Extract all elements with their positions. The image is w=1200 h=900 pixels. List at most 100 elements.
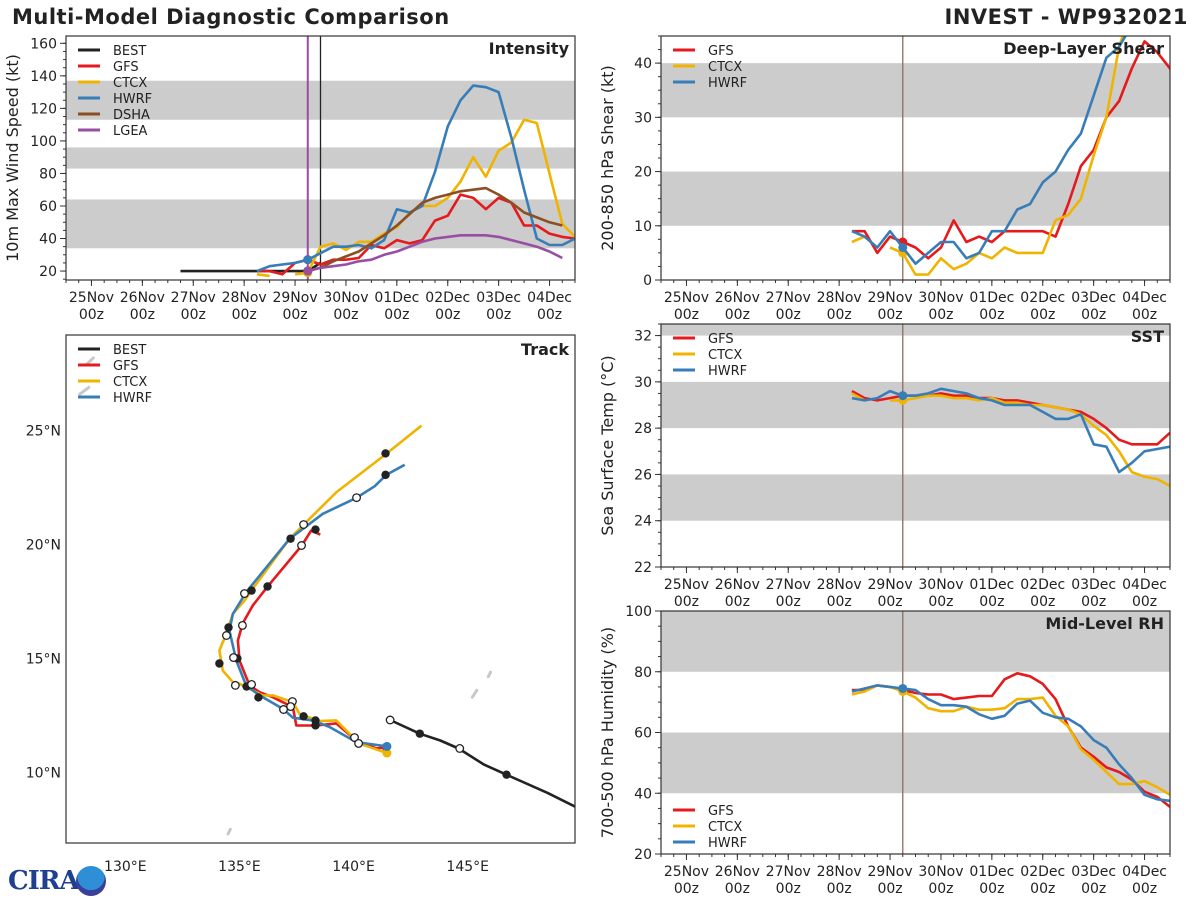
x-tick-date: 25Nov	[664, 290, 709, 306]
shaded-band	[661, 732, 1170, 794]
y-tick-label: 20	[634, 847, 652, 863]
x-tick-date: 26Nov	[715, 864, 760, 880]
series-line-lgea	[307, 234, 563, 273]
y-tick-label: 30	[634, 110, 652, 126]
y-tick-label: 140	[30, 69, 57, 85]
shaded-band	[661, 611, 1170, 672]
x-tick-hour: 00z	[1132, 594, 1157, 610]
legend-label: GFS	[708, 44, 734, 59]
shaded-band	[661, 474, 1170, 521]
plot-frame	[65, 334, 576, 844]
legend-label: HWRF	[708, 76, 747, 91]
y-tick-label: 80	[634, 665, 652, 681]
x-tick-hour: 00z	[725, 307, 750, 323]
x-tick-hour: 00z	[232, 307, 257, 323]
x-tick-date: 02Dec	[1020, 864, 1065, 880]
track-marker-00z	[215, 659, 224, 668]
x-tick-hour: 00z	[725, 881, 750, 897]
track-marker-00z	[502, 770, 511, 779]
x-tick-date: 30Nov	[918, 290, 963, 306]
x-tick-date: 25Nov	[69, 290, 114, 306]
track-marker-00z	[311, 525, 320, 534]
x-tick-hour: 00z	[674, 307, 699, 323]
x-tick-hour: 00z	[877, 307, 902, 323]
x-tick-date: 02Dec	[1020, 290, 1065, 306]
legend-label: CTCX	[113, 375, 147, 390]
panel-intensity: 2040608010012014016025Nov00z26Nov00z27No…	[3, 35, 576, 323]
panel-title: SST	[1131, 327, 1164, 346]
panel-shear: 01020304025Nov00z26Nov00z27Nov00z28Nov00…	[598, 35, 1171, 323]
x-tick-hour: 00z	[827, 881, 852, 897]
tracks-group	[215, 424, 575, 808]
x-tick-hour: 00z	[282, 307, 307, 323]
x-tick-date: 28Nov	[817, 864, 862, 880]
x-tick-date: 25Nov	[664, 577, 709, 593]
x-tick-hour: 00z	[1081, 594, 1106, 610]
x-tick-date: 29Nov	[867, 290, 912, 306]
x-tick-hour: 00z	[1030, 594, 1055, 610]
track-marker-00z	[381, 470, 390, 480]
track-marker-00z	[286, 534, 295, 543]
x-tick-date: 02Dec	[425, 290, 470, 306]
legend-label: BEST	[113, 44, 146, 59]
x-tick-date: 01Dec	[969, 577, 1014, 593]
x-tick-date: 04Dec	[1122, 864, 1167, 880]
track-line-ctcx	[218, 424, 423, 755]
lat-tick-label: 10°N	[26, 765, 61, 781]
x-tick-hour: 00z	[827, 594, 852, 610]
y-tick-label: 32	[634, 329, 652, 345]
shaded-band	[661, 324, 1170, 336]
legend-label: CTCX	[708, 348, 742, 363]
series-line-hwrf	[851, 36, 1127, 265]
x-tick-hour: 00z	[827, 307, 852, 323]
current-point-hwrf	[898, 242, 908, 252]
current-point-hwrf	[898, 683, 908, 693]
legend-label: DSHA	[113, 108, 150, 123]
track-marker-12z	[222, 631, 231, 640]
noaa-logo-icon	[76, 866, 106, 896]
track-start-hwrf	[382, 741, 392, 751]
x-tick-date: 01Dec	[969, 290, 1014, 306]
x-tick-hour: 00z	[1081, 307, 1106, 323]
track-marker-12z	[230, 680, 240, 690]
track-marker-12z	[297, 541, 307, 550]
panel-title: Deep-Layer Shear	[1003, 39, 1164, 58]
x-tick-date: 03Dec	[476, 290, 521, 306]
x-tick-date: 27Nov	[766, 290, 811, 306]
x-tick-date: 28Nov	[817, 577, 862, 593]
legend-label: CTCX	[708, 820, 742, 835]
panel-track: 130°E 135°E 140°E 145°E 10°N 15°N 20°N 25°N Trac…	[26, 334, 576, 875]
legend-label: GFS	[113, 60, 139, 75]
x-tick-hour: 00z	[1132, 881, 1157, 897]
track-line-gfs	[236, 529, 387, 750]
panel-rh: 2040608010025Nov00z26Nov00z27Nov00z28Nov…	[598, 604, 1171, 897]
x-tick-date: 04Dec	[1122, 577, 1167, 593]
x-tick-date: 30Nov	[323, 290, 368, 306]
x-tick-hour: 00z	[674, 594, 699, 610]
track-marker-12z	[247, 679, 257, 689]
x-tick-hour: 00z	[776, 594, 801, 610]
x-tick-hour: 00z	[979, 881, 1004, 897]
y-tick-label: 60	[39, 199, 57, 215]
plot-frame	[660, 35, 1171, 281]
x-tick-date: 03Dec	[1071, 577, 1116, 593]
x-tick-date: 01Dec	[374, 290, 419, 306]
x-tick-hour: 00z	[486, 307, 511, 323]
x-tick-hour: 00z	[725, 594, 750, 610]
x-tick-date: 03Dec	[1071, 864, 1116, 880]
lat-tick-label: 20°N	[26, 538, 61, 554]
x-tick-hour: 00z	[537, 307, 562, 323]
y-tick-label: 60	[634, 726, 652, 742]
x-tick-date: 30Nov	[918, 577, 963, 593]
plot-frame	[660, 323, 1171, 568]
x-tick-hour: 00z	[1081, 881, 1106, 897]
track-line-hwrf	[228, 463, 406, 748]
series-line-gfs	[851, 40, 1170, 260]
panel-title: Mid-Level RH	[1045, 614, 1164, 633]
x-tick-hour: 00z	[877, 881, 902, 897]
track-marker-00z	[415, 729, 424, 738]
current-point-hwrf	[898, 391, 908, 401]
series-line-ctcx	[851, 36, 1125, 276]
y-tick-label: 40	[634, 786, 652, 802]
y-tick-label: 22	[634, 560, 652, 576]
